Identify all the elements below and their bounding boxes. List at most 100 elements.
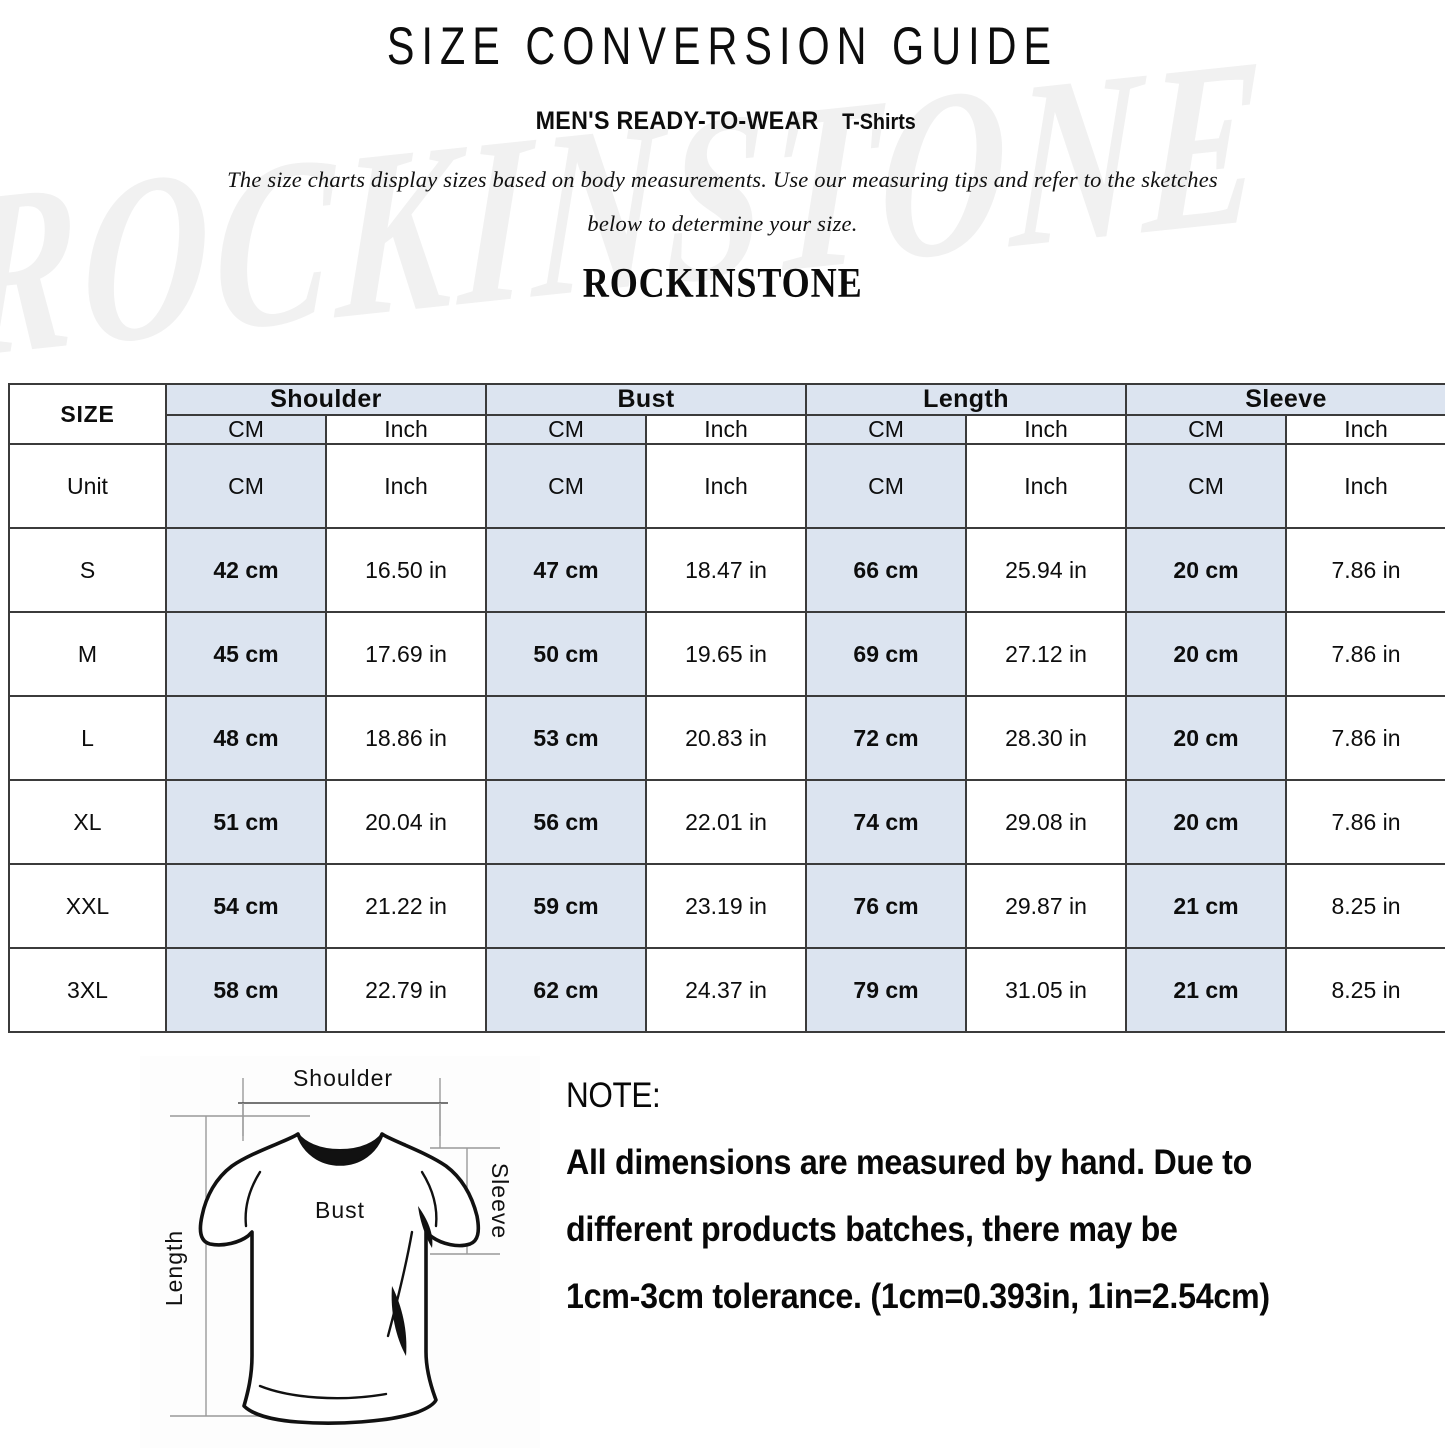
cell-shoulder-inch: 16.50 in bbox=[324, 527, 488, 613]
tshirt-collar bbox=[297, 1133, 383, 1166]
note-block: NOTE: All dimensions are measured by han… bbox=[566, 1076, 1396, 1317]
cell-length-cm: 72 cm bbox=[805, 695, 968, 781]
cell-bust-inch: 24.37 in bbox=[645, 947, 808, 1033]
tshirt-diagram-svg: Shoulder Bust Length Sleeve bbox=[140, 1056, 540, 1448]
unit-length-cm: CM bbox=[805, 443, 968, 529]
header-group-sleeve: Sleeve bbox=[1125, 383, 1445, 416]
cell-length-cm: 66 cm bbox=[805, 527, 968, 613]
header-unit-shoulder-cm: CM bbox=[165, 414, 327, 445]
cell-sleeve-inch: 7.86 in bbox=[1285, 779, 1445, 865]
table-row: M 45 cm 17.69 in 50 cm 19.65 in 69 cm 27… bbox=[8, 611, 1445, 697]
description: The size charts display sizes based on b… bbox=[218, 158, 1228, 246]
header-unit-shoulder-inch: Inch bbox=[324, 414, 488, 445]
unit-header-row: CM Inch CM Inch CM Inch CM Inch bbox=[9, 414, 1445, 445]
cell-length-inch: 25.94 in bbox=[965, 527, 1128, 613]
cell-shoulder-inch: 18.86 in bbox=[324, 695, 488, 781]
cell-length-cm: 79 cm bbox=[805, 947, 968, 1033]
cell-sleeve-cm: 20 cm bbox=[1125, 611, 1288, 697]
cell-sleeve-cm: 21 cm bbox=[1125, 947, 1288, 1033]
unit-length-inch: Inch bbox=[965, 443, 1128, 529]
note-title: NOTE: bbox=[566, 1076, 661, 1115]
header-unit-sleeve-cm: CM bbox=[1125, 414, 1288, 445]
table-row: XXL 54 cm 21.22 in 59 cm 23.19 in 76 cm … bbox=[8, 863, 1445, 949]
cell-sleeve-cm: 20 cm bbox=[1125, 695, 1288, 781]
cell-length-inch: 29.08 in bbox=[965, 779, 1128, 865]
cell-length-cm: 74 cm bbox=[805, 779, 968, 865]
tshirt-outline bbox=[198, 1132, 481, 1425]
header-group-length: Length bbox=[805, 383, 1128, 416]
row-label-size: XXL bbox=[8, 863, 167, 949]
table-row: XL 51 cm 20.04 in 56 cm 22.01 in 74 cm 2… bbox=[8, 779, 1445, 865]
label-bust: Bust bbox=[315, 1197, 365, 1223]
note-line-3: 1cm-3cm tolerance. (1cm=0.393in, 1in=2.5… bbox=[566, 1277, 1270, 1316]
cell-shoulder-inch: 17.69 in bbox=[324, 611, 488, 697]
table-row-unit: Unit CM Inch CM Inch CM Inch CM Inch bbox=[8, 443, 1445, 529]
subtitle-category: MEN'S READY-TO-WEAR bbox=[536, 107, 820, 135]
row-label-size: M bbox=[8, 611, 167, 697]
description-line-2: below to determine your size. bbox=[587, 211, 858, 236]
cell-shoulder-inch: 22.79 in bbox=[324, 947, 488, 1033]
header-size: SIZE bbox=[8, 383, 167, 445]
note-line-2: different products batches, there may be bbox=[566, 1210, 1178, 1249]
row-label-unit: Unit bbox=[8, 443, 167, 529]
row-label-size: 3XL bbox=[8, 947, 167, 1033]
brand-name: ROCKINSTONE bbox=[582, 261, 863, 307]
cell-length-cm: 76 cm bbox=[805, 863, 968, 949]
cell-bust-cm: 56 cm bbox=[485, 779, 648, 865]
size-chart-container: SIZE Shoulder Bust Length Sleeve CM Inch… bbox=[8, 383, 1445, 1033]
cell-bust-cm: 59 cm bbox=[485, 863, 648, 949]
subtitle-product: T-Shirts bbox=[841, 109, 916, 134]
tshirt-measurement-diagram: Shoulder Bust Length Sleeve bbox=[140, 1056, 540, 1448]
header-unit-length-cm: CM bbox=[805, 414, 968, 445]
header-unit-sleeve-inch: Inch bbox=[1285, 414, 1445, 445]
cell-length-inch: 31.05 in bbox=[965, 947, 1128, 1033]
cell-length-cm: 69 cm bbox=[805, 611, 968, 697]
cell-length-inch: 27.12 in bbox=[965, 611, 1128, 697]
header-unit-length-inch: Inch bbox=[965, 414, 1128, 445]
subtitle: MEN'S READY-TO-WEAR T-Shirts bbox=[0, 107, 1445, 136]
cell-shoulder-cm: 54 cm bbox=[165, 863, 327, 949]
tshirt-side-shade bbox=[391, 1286, 407, 1356]
dimension-guides bbox=[170, 1078, 500, 1417]
table-row: L 48 cm 18.86 in 53 cm 20.83 in 72 cm 28… bbox=[8, 695, 1445, 781]
cell-bust-cm: 50 cm bbox=[485, 611, 648, 697]
cell-bust-inch: 20.83 in bbox=[645, 695, 808, 781]
header-group-bust: Bust bbox=[485, 383, 808, 416]
cell-sleeve-inch: 7.86 in bbox=[1285, 695, 1445, 781]
cell-bust-inch: 18.47 in bbox=[645, 527, 808, 613]
table-row: S 42 cm 16.50 in 47 cm 18.47 in 66 cm 25… bbox=[8, 527, 1445, 613]
cell-sleeve-inch: 8.25 in bbox=[1285, 947, 1445, 1033]
label-sleeve: Sleeve bbox=[487, 1163, 513, 1239]
cell-sleeve-cm: 21 cm bbox=[1125, 863, 1288, 949]
brand-name-wrap: ROCKINSTONE bbox=[0, 246, 1445, 308]
tshirt-sleeve-shade bbox=[418, 1206, 433, 1248]
header-unit-bust-cm: CM bbox=[485, 414, 648, 445]
unit-sleeve-cm: CM bbox=[1125, 443, 1288, 529]
description-line-1: The size charts display sizes based on b… bbox=[227, 167, 1218, 192]
table-body: Unit CM Inch CM Inch CM Inch CM Inch S 4… bbox=[8, 443, 1445, 1033]
cell-bust-inch: 23.19 in bbox=[645, 863, 808, 949]
group-header-row: SIZE Shoulder Bust Length Sleeve bbox=[8, 383, 1445, 445]
cell-shoulder-cm: 58 cm bbox=[165, 947, 327, 1033]
unit-bust-cm: CM bbox=[485, 443, 648, 529]
row-label-size: S bbox=[8, 527, 167, 613]
cell-shoulder-inch: 21.22 in bbox=[324, 863, 488, 949]
cell-bust-inch: 19.65 in bbox=[645, 611, 808, 697]
size-conversion-table: SIZE Shoulder Bust Length Sleeve CM Inch… bbox=[8, 383, 1445, 1033]
unit-shoulder-cm: CM bbox=[165, 443, 327, 529]
cell-shoulder-cm: 42 cm bbox=[165, 527, 327, 613]
note-title-wrap: NOTE: bbox=[566, 1076, 1396, 1116]
cell-sleeve-inch: 8.25 in bbox=[1285, 863, 1445, 949]
cell-bust-cm: 47 cm bbox=[485, 527, 648, 613]
unit-shoulder-inch: Inch bbox=[324, 443, 488, 529]
cell-shoulder-cm: 45 cm bbox=[165, 611, 327, 697]
label-shoulder: Shoulder bbox=[293, 1065, 393, 1091]
cell-length-inch: 29.87 in bbox=[965, 863, 1128, 949]
cell-sleeve-inch: 7.86 in bbox=[1285, 527, 1445, 613]
cell-sleeve-cm: 20 cm bbox=[1125, 527, 1288, 613]
row-label-size: XL bbox=[8, 779, 167, 865]
tshirt-shading bbox=[244, 1170, 438, 1400]
page-title: SIZE CONVERSION GUIDE bbox=[386, 17, 1059, 76]
header-group-shoulder: Shoulder bbox=[164, 383, 488, 416]
page-header: SIZE CONVERSION GUIDE MEN'S READY-TO-WEA… bbox=[0, 0, 1445, 308]
